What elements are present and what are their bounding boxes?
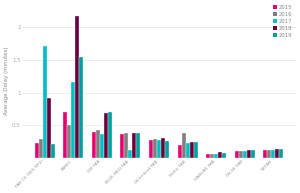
Bar [251, 150, 255, 158]
Bar [275, 149, 279, 158]
Bar [100, 134, 104, 158]
Bar [67, 125, 71, 158]
Bar [190, 142, 194, 158]
Bar [120, 134, 124, 158]
Y-axis label: Average Delay (minutes): Average Delay (minutes) [4, 47, 9, 115]
Bar [279, 149, 284, 158]
Bar [210, 154, 214, 158]
Bar [165, 141, 169, 158]
Bar [104, 113, 108, 158]
Bar [46, 98, 50, 158]
Bar [50, 144, 55, 158]
Legend: 2015, 2016, 2017, 2018, 2019: 2015, 2016, 2017, 2018, 2019 [272, 4, 293, 39]
Bar [79, 57, 83, 158]
Bar [247, 150, 251, 158]
Bar [75, 16, 79, 158]
Bar [43, 46, 46, 158]
Bar [136, 133, 140, 158]
Bar [108, 112, 112, 158]
Bar [218, 152, 222, 158]
Bar [38, 140, 43, 158]
Bar [222, 152, 226, 158]
Bar [149, 140, 153, 158]
Bar [178, 145, 182, 158]
Bar [214, 154, 218, 158]
Bar [194, 142, 198, 158]
Bar [239, 151, 243, 158]
Bar [272, 150, 275, 158]
Bar [235, 151, 239, 158]
Bar [153, 140, 157, 158]
Bar [182, 133, 186, 158]
Bar [206, 154, 210, 158]
Bar [96, 130, 100, 158]
Bar [267, 150, 272, 158]
Bar [186, 143, 190, 158]
Bar [92, 132, 96, 158]
Bar [161, 138, 165, 158]
Bar [124, 133, 128, 158]
Bar [63, 112, 67, 158]
Bar [128, 150, 132, 158]
Bar [71, 82, 75, 158]
Bar [34, 143, 38, 158]
Bar [263, 150, 267, 158]
Bar [157, 140, 161, 158]
Bar [243, 151, 247, 158]
Bar [132, 133, 137, 158]
